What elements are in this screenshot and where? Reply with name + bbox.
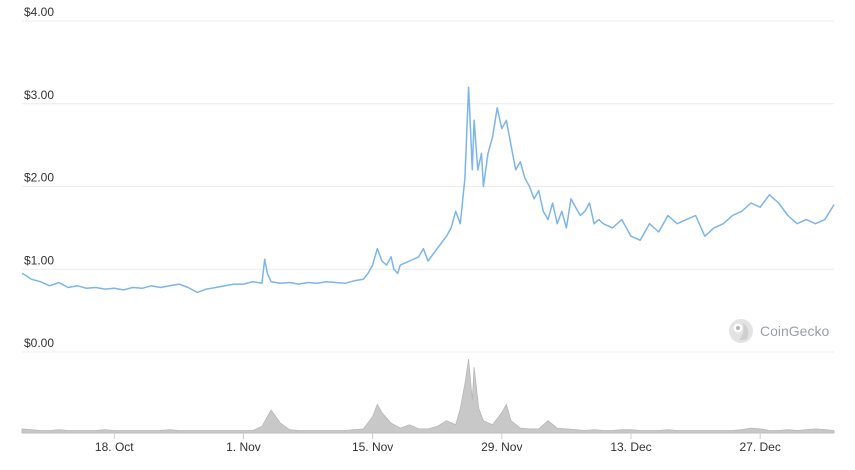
x-tick-label: 15. Nov [352,440,393,454]
x-tick-label: 1. Nov [226,440,261,454]
price-series [21,86,835,294]
x-tick-label: 27. Dec [740,440,781,454]
price-series-line [21,86,835,294]
y-tick-label: $2.00 [24,171,54,185]
coingecko-watermark: CoinGecko [729,319,829,343]
y-tick-label: $0.00 [24,336,54,350]
x-tick-label: 13. Dec [610,440,651,454]
x-tick-label: 29. Nov [481,440,522,454]
x-axis-ticks: 18. Oct 1. Nov 15. Nov 29. Nov 13. Dec 27. De… [95,433,781,454]
volume-series [21,359,835,434]
volume-area [21,359,835,434]
y-tick-label: $4.00 [24,5,54,19]
y-tick-label: $1.00 [24,253,54,267]
grid-lines [22,20,834,434]
x-tick-label: 18. Oct [95,440,134,454]
gecko-icon [729,319,753,343]
brand-text: CoinGecko [760,323,829,339]
y-tick-label: $3.00 [24,88,54,102]
y-axis-ticks: $0.00 $1.00 $2.00 $3.00 $4.00 [24,5,54,350]
